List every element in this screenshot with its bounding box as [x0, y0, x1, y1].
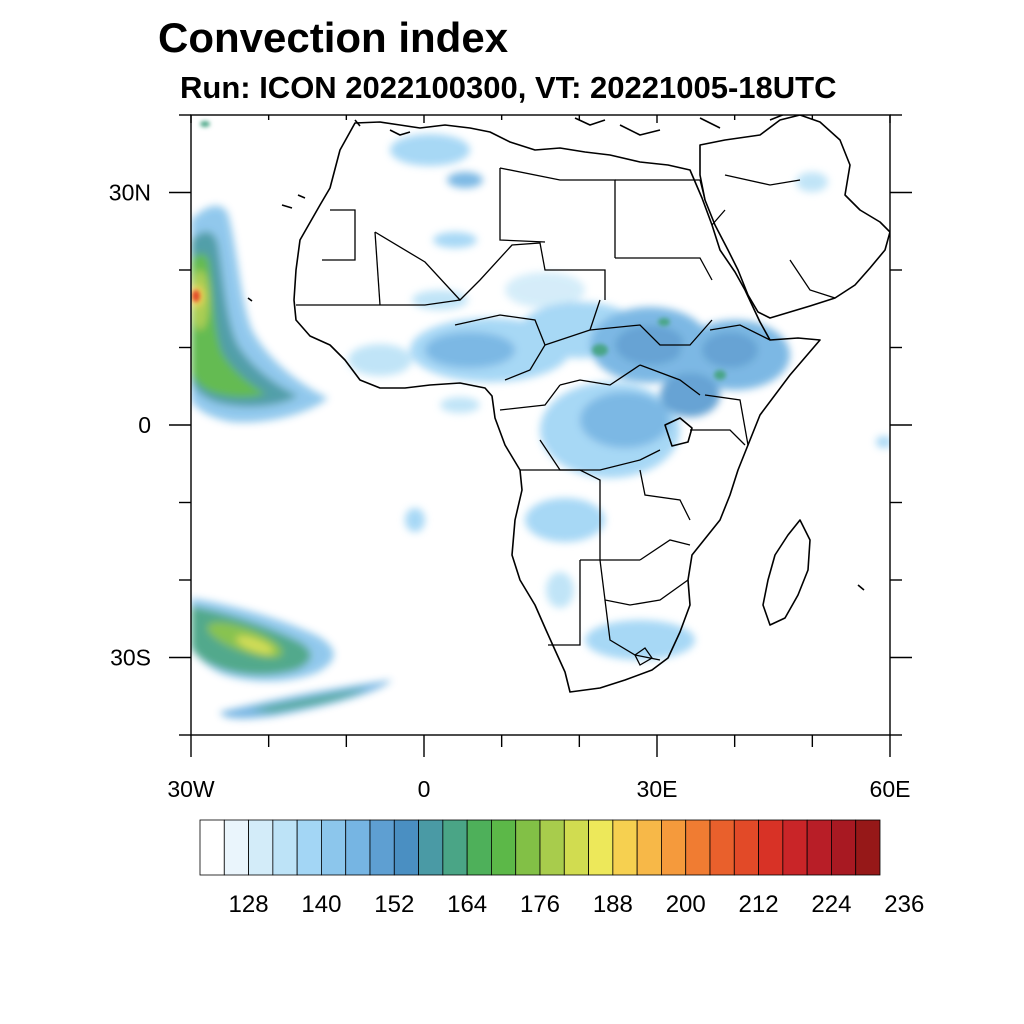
colorbar-swatch [855, 819, 881, 876]
colorbar-swatch [636, 819, 662, 876]
colorbar-labels: 128 140 152 164 176 188 200 212 224 236 [229, 891, 925, 918]
colorbar-swatch [345, 819, 371, 876]
colorbar-swatch [515, 819, 541, 876]
africa-coastline [293, 121, 821, 693]
colorbar-swatch [806, 819, 832, 876]
colorbar-label: 140 [301, 891, 341, 918]
colorbar-swatch [563, 819, 589, 876]
colorbar-swatch [393, 819, 419, 876]
coastline-layer [247, 115, 890, 693]
colorbar-swatch [831, 819, 857, 876]
convection-shading [191, 121, 890, 719]
colorbar-swatch [709, 819, 735, 876]
colorbar-label: 224 [811, 891, 851, 918]
colorbar-swatch [442, 819, 468, 876]
colorbar-swatch [491, 819, 517, 876]
colorbar-label: 164 [447, 891, 487, 918]
arabia-coastline [699, 115, 890, 319]
colorbar-label: 236 [884, 891, 924, 918]
colorbar-swatch [321, 819, 347, 876]
madagascar-coastline [762, 519, 811, 626]
x-tick-label: 30W [167, 776, 215, 802]
x-tick-label: 0 [418, 776, 431, 802]
y-tick-label: 30S [110, 645, 151, 671]
axis-ticks [169, 114, 912, 757]
colorbar-swatch [758, 819, 784, 876]
colorbar-label: 176 [520, 891, 560, 918]
colorbar-swatch [612, 819, 638, 876]
colorbar-swatch [223, 819, 249, 876]
colorbar-label: 128 [229, 891, 269, 918]
colorbar-swatch [418, 819, 444, 876]
colorbar-swatch [272, 819, 298, 876]
colorbar-label: 212 [739, 891, 779, 918]
colorbar-swatch [369, 819, 395, 876]
colorbar-swatch [782, 819, 808, 876]
colorbar-swatch [661, 819, 687, 876]
colorbar-swatch [733, 819, 759, 876]
axis-tick-labels: 30W 0 30E 60E 30N 0 30S [109, 180, 911, 803]
colorbar-swatch [199, 819, 225, 876]
x-tick-label: 30E [637, 776, 678, 802]
x-tick-label: 60E [870, 776, 911, 802]
colorbar [199, 819, 881, 876]
colorbar-swatch [588, 819, 614, 876]
colorbar-label: 152 [374, 891, 414, 918]
colorbar-label: 200 [666, 891, 706, 918]
colorbar-label: 188 [593, 891, 633, 918]
page-title: Convection index [158, 14, 509, 61]
colorbar-swatch [685, 819, 711, 876]
colorbar-swatch [539, 819, 565, 876]
y-tick-label: 30N [109, 180, 151, 206]
colorbar-swatch [296, 819, 322, 876]
colorbar-swatch [466, 819, 492, 876]
page-subtitle: Run: ICON 2022100300, VT: 20221005-18UTC [180, 70, 837, 105]
y-tick-label: 0 [138, 412, 151, 438]
country-borders-layer [296, 167, 836, 666]
colorbar-swatch [248, 819, 274, 876]
